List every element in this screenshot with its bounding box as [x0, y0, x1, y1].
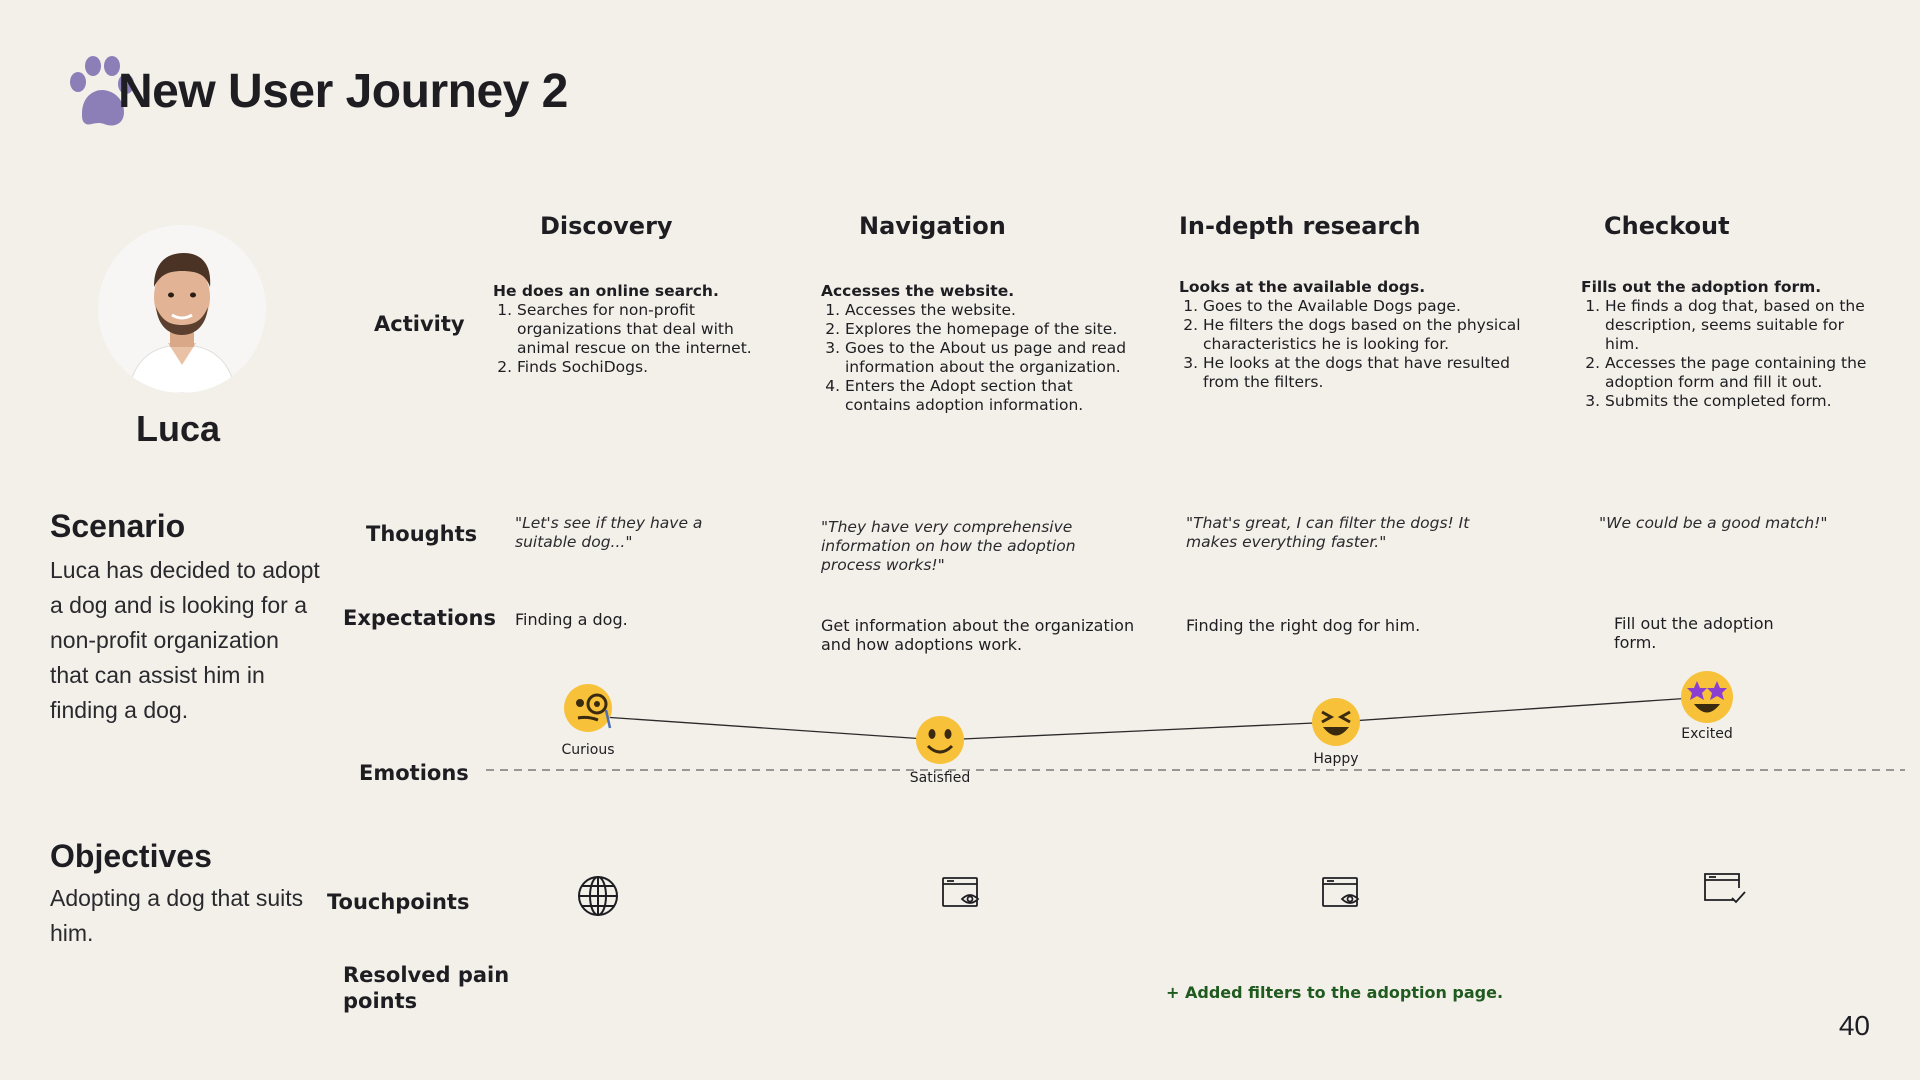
emotion-label-navigation: Satisfied [909, 770, 971, 786]
emotion-line [587, 696, 1708, 741]
activity-checkout: Fills out the adoption form. He finds a … [1581, 278, 1881, 411]
persona-avatar [98, 225, 266, 393]
row-label-pain-points: Resolved pain points [343, 963, 510, 1013]
activity-item: He looks at the dogs that have resulted … [1203, 354, 1539, 392]
page-title: New User Journey 2 [118, 65, 568, 118]
happy-emoji-icon [1312, 698, 1360, 746]
activity-navigation: Accesses the website. Accesses the websi… [821, 282, 1141, 415]
activity-lead: Looks at the available dogs. [1179, 278, 1426, 296]
scenario-text: Luca has decided to adopt a dog and is l… [50, 557, 320, 723]
globe-icon [578, 876, 618, 916]
activity-item: He filters the dogs based on the physica… [1203, 316, 1539, 354]
thought-discovery: "Let's see if they have a suitable dog..… [515, 514, 703, 551]
activity-item: Goes to the About us page and read infor… [845, 339, 1141, 377]
curious-emoji-icon [564, 684, 612, 732]
stage-navigation: Navigation [859, 212, 1006, 240]
satisfied-emoji-icon [916, 716, 964, 764]
activity-lead: Accesses the website. [821, 282, 1015, 300]
activity-in-depth-research: Looks at the available dogs. Goes to the… [1179, 278, 1539, 392]
row-label-touchpoints: Touchpoints [327, 890, 470, 914]
stage-checkout: Checkout [1604, 212, 1730, 240]
activity-item: Submits the completed form. [1605, 392, 1881, 411]
activity-item: Explores the homepage of the site. [845, 320, 1141, 339]
activity-discovery: He does an online search. Searches for n… [493, 282, 778, 377]
row-label-emotions: Emotions [359, 761, 469, 785]
row-label-expectations: Expectations [343, 606, 496, 630]
browser-check-icon [1704, 873, 1746, 904]
emotion-label-checkout: Excited [1681, 726, 1733, 742]
expectation-discovery: Finding a dog. [515, 610, 628, 629]
scenario-heading: Scenario [50, 508, 186, 544]
activity-item: Searches for non-profit organizations th… [517, 301, 778, 358]
persona-name: Luca [135, 408, 221, 449]
activity-item: Accesses the page containing the adoptio… [1605, 354, 1881, 392]
resolved-pain-point: + Added filters to the adoption page. [1166, 983, 1504, 1002]
row-label-activity: Activity [374, 312, 465, 336]
browser-eye-icon [942, 877, 980, 907]
activity-lead: Fills out the adoption form. [1581, 278, 1822, 296]
activity-item: Enters the Adopt section that contains a… [845, 377, 1141, 415]
thought-in-depth-research: "That's great, I can filter the dogs! It… [1186, 514, 1470, 551]
expectation-checkout: Fill out the adoption form. [1614, 614, 1774, 652]
objectives-text: Adopting a dog that suits him. [50, 885, 304, 946]
page-number: 40 [1838, 1010, 1870, 1041]
stage-in-depth-research: In-depth research [1179, 212, 1421, 240]
excited-emoji-icon [1681, 671, 1733, 723]
activity-item: Accesses the website. [845, 301, 1141, 320]
activity-lead: He does an online search. [493, 282, 719, 300]
emotion-label-in-depth-research: Happy [1313, 751, 1359, 767]
stage-discovery: Discovery [540, 212, 673, 240]
thought-navigation: "They have very comprehensive informatio… [821, 518, 1076, 574]
row-label-thoughts: Thoughts [366, 522, 478, 546]
expectation-in-depth-research: Finding the right dog for him. [1186, 616, 1421, 635]
expectation-navigation: Get information about the organization a… [821, 616, 1135, 654]
activity-item: Goes to the Available Dogs page. [1203, 297, 1539, 316]
emotion-label-discovery: Curious [561, 742, 615, 758]
activity-item: Finds SochiDogs. [517, 358, 778, 377]
thought-checkout: "We could be a good match!" [1599, 514, 1828, 532]
objectives-heading: Objectives [50, 838, 212, 874]
paw-logo-icon [70, 56, 134, 126]
browser-eye-icon [1322, 877, 1360, 907]
activity-item: He finds a dog that, based on the descri… [1605, 297, 1881, 354]
